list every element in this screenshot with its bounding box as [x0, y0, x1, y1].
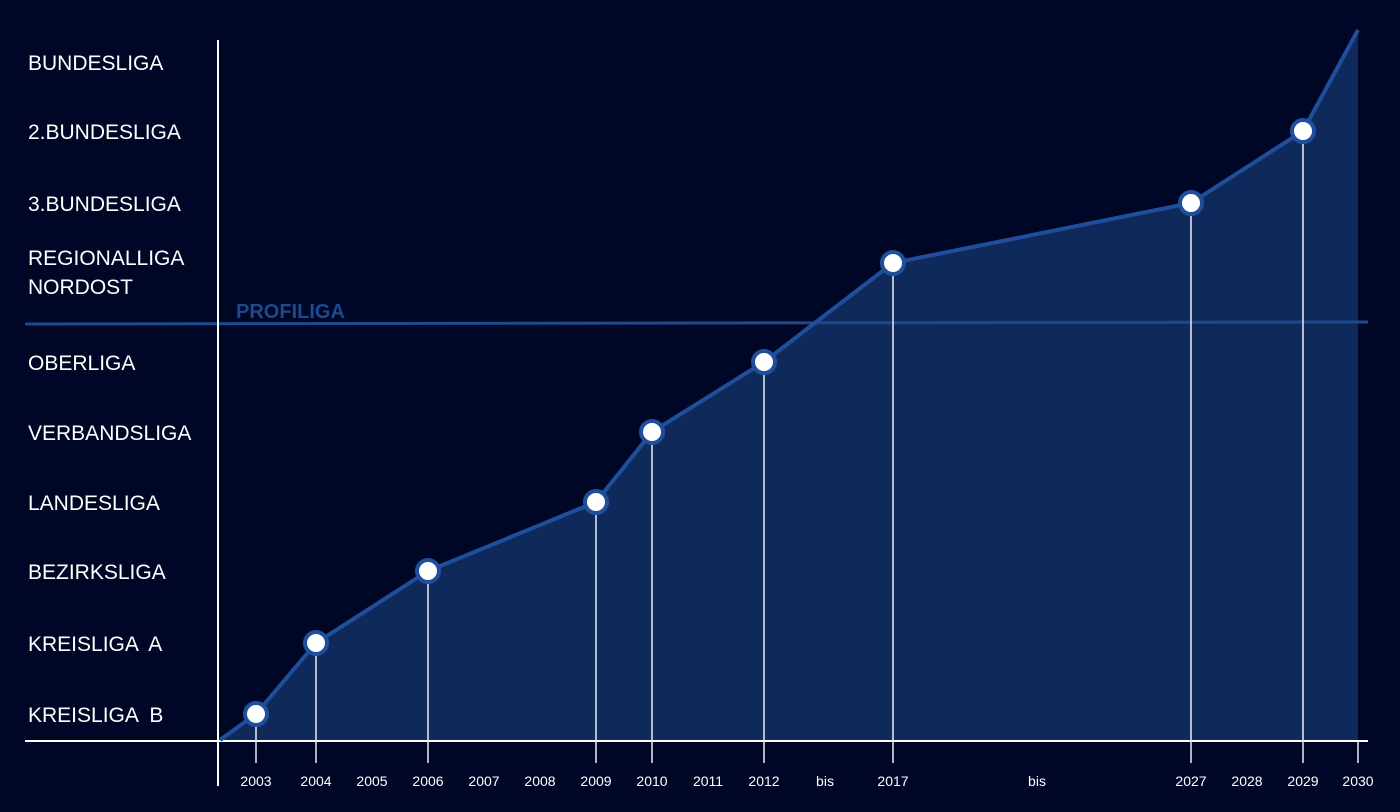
x-tick-label: bis	[1028, 773, 1046, 789]
y-label: KREISLIGA B	[28, 704, 163, 727]
data-point-2006	[415, 558, 441, 584]
x-tick-label: 2010	[636, 773, 667, 789]
y-label: BEZIRKSLIGA	[28, 561, 166, 584]
profiliga-label: PROFILIGA	[236, 301, 345, 323]
x-tick-label: 2008	[524, 773, 555, 789]
x-tick-label: 2007	[468, 773, 499, 789]
x-tick-label: 2003	[240, 773, 271, 789]
x-tick-label: 2028	[1231, 773, 1262, 789]
profiliga-line	[24, 320, 1369, 326]
y-label: 3.BUNDESLIGA	[28, 193, 181, 216]
x-tick-label: 2017	[877, 773, 908, 789]
data-point-2029	[1290, 118, 1316, 144]
progress-area	[220, 30, 1358, 741]
x-tick-label: 2006	[412, 773, 443, 789]
y-label: LANDESLIGA	[28, 492, 160, 515]
y-label: REGIONALLIGA NORDOST	[28, 247, 184, 299]
x-tick-label: 2004	[300, 773, 331, 789]
x-tick-label: bis	[816, 773, 834, 789]
x-tick-label: 2011	[693, 773, 723, 789]
x-tick-label: 2029	[1287, 773, 1318, 789]
data-point-2003	[243, 701, 269, 727]
x-tick-label: 2005	[356, 773, 387, 789]
x-tick-label: 2027	[1175, 773, 1206, 789]
data-point-2012	[751, 349, 777, 375]
y-label: VERBANDSLIGA	[28, 422, 191, 445]
x-tick-label: 2009	[580, 773, 611, 789]
data-point-2027	[1178, 190, 1204, 216]
y-label: OBERLIGA	[28, 352, 135, 375]
y-label: 2.BUNDESLIGA	[28, 121, 181, 144]
y-label: BUNDESLIGA	[28, 52, 163, 75]
x-tick-label: 2012	[748, 773, 779, 789]
data-point-2004	[303, 630, 329, 656]
y-label: KREISLIGA A	[28, 633, 162, 656]
data-point-2017	[880, 250, 906, 276]
x-tick-label: 2030	[1342, 773, 1373, 789]
data-point-2009	[583, 489, 609, 515]
data-point-2010	[639, 419, 665, 445]
